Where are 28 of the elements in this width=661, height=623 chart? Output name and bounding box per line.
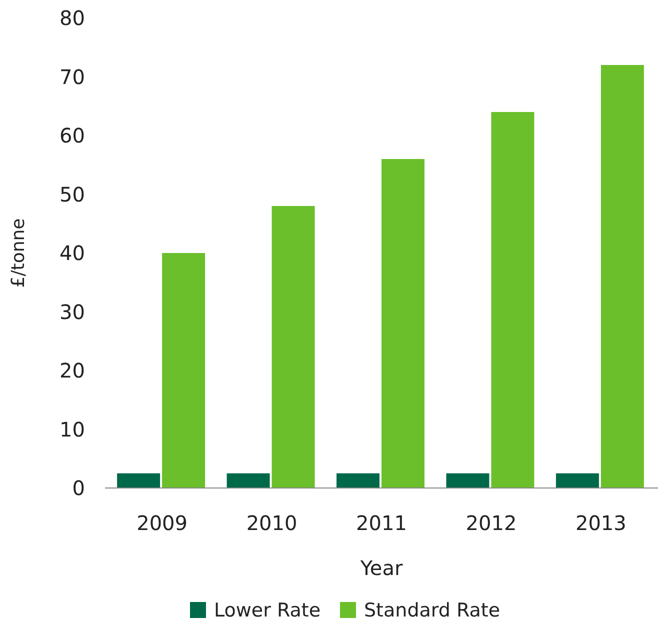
x-tick-label: 2012: [466, 511, 517, 535]
x-tick-label: 2013: [575, 511, 626, 535]
y-tick-label: 70: [60, 64, 85, 89]
y-tick-label: 20: [60, 358, 85, 382]
bar: [382, 159, 424, 488]
bar: [556, 473, 599, 488]
x-axis-title: Year: [359, 556, 404, 580]
y-tick-label: 50: [60, 182, 85, 206]
bar: [336, 473, 380, 488]
bar: [491, 112, 534, 488]
bar: [226, 473, 270, 488]
x-tick-label: 2011: [356, 511, 407, 535]
bar: [272, 206, 315, 488]
bar: [117, 473, 160, 488]
y-axis-title: £/tonne: [8, 218, 29, 288]
legend-label: Standard Rate: [364, 600, 500, 622]
x-tick-label: 2009: [136, 511, 188, 535]
y-tick-label: 0: [72, 476, 85, 500]
y-tick-label: 30: [60, 300, 85, 324]
legend-label: Lower Rate: [214, 600, 321, 622]
bar: [162, 253, 206, 488]
bar: [600, 65, 644, 488]
y-tick-label: 40: [60, 241, 85, 265]
bar: [446, 473, 490, 488]
y-tick-label: 80: [60, 6, 85, 30]
y-tick-label: 60: [60, 124, 85, 148]
y-tick-label: 10: [60, 417, 85, 442]
x-tick-label: 2010: [246, 511, 298, 535]
